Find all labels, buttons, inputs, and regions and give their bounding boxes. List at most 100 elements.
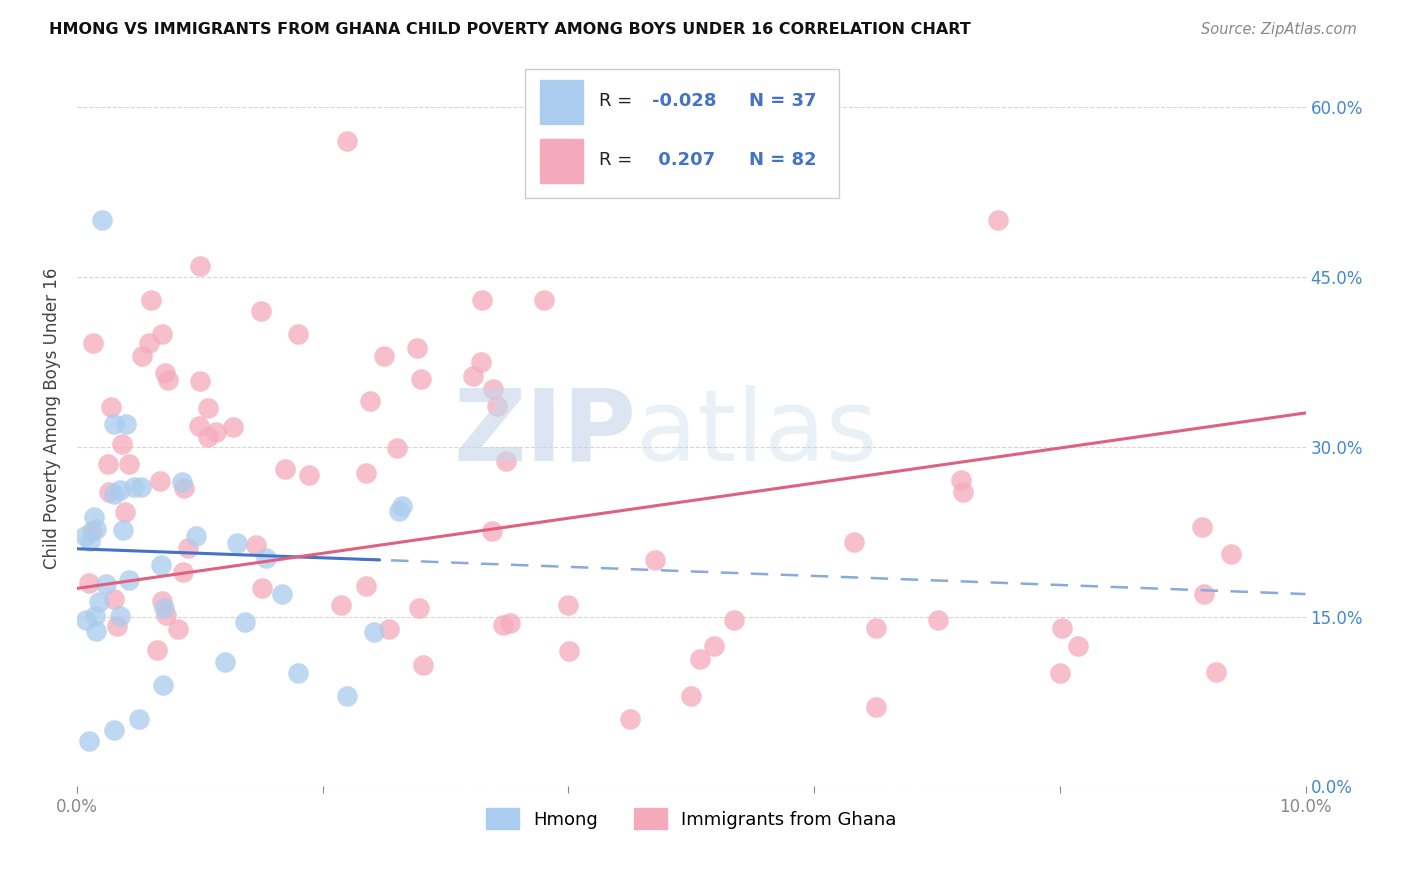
Point <box>90 213 112 227</box>
Point <box>388 504 411 518</box>
Text: N = 82: N = 82 <box>749 152 817 169</box>
Point <box>336 134 359 148</box>
Point <box>114 505 136 519</box>
Point <box>82 524 104 538</box>
Point <box>405 341 427 355</box>
Point <box>287 666 309 681</box>
FancyBboxPatch shape <box>540 139 583 183</box>
Point <box>842 534 865 549</box>
FancyBboxPatch shape <box>540 80 583 124</box>
Text: ZIP: ZIP <box>453 384 636 482</box>
Point <box>557 599 579 613</box>
Point <box>481 524 503 539</box>
Text: 0.207: 0.207 <box>652 152 716 169</box>
Point <box>927 613 949 627</box>
Point <box>105 619 128 633</box>
Point <box>250 581 273 595</box>
Point <box>409 372 432 386</box>
Point <box>103 417 125 432</box>
Point <box>485 399 508 413</box>
Point <box>619 712 641 726</box>
Point <box>86 522 108 536</box>
Point <box>1191 519 1213 533</box>
Text: -0.028: -0.028 <box>652 93 717 111</box>
Point <box>172 565 194 579</box>
Point <box>359 394 381 409</box>
Point <box>139 293 162 307</box>
Point <box>156 373 179 387</box>
Point <box>79 576 101 591</box>
Point <box>97 457 120 471</box>
Text: R =: R = <box>599 93 638 111</box>
Legend: Hmong, Immigrants from Ghana: Hmong, Immigrants from Ghana <box>479 801 904 837</box>
Point <box>689 652 711 666</box>
Point <box>148 475 170 489</box>
Point <box>128 712 150 726</box>
Point <box>129 480 152 494</box>
Point <box>950 474 973 488</box>
Point <box>723 613 745 627</box>
Point <box>111 437 134 451</box>
Point <box>1219 548 1241 562</box>
Point <box>173 481 195 495</box>
Point <box>373 349 395 363</box>
Point <box>83 509 105 524</box>
Point <box>131 349 153 363</box>
Point <box>110 609 132 624</box>
Point <box>155 607 177 622</box>
Point <box>214 655 236 669</box>
Point <box>87 595 110 609</box>
Point <box>84 608 107 623</box>
Point <box>79 734 101 748</box>
Point <box>470 355 492 369</box>
Point <box>118 457 141 471</box>
Point <box>225 536 247 550</box>
Point <box>354 467 377 481</box>
Point <box>155 366 177 380</box>
Point <box>86 624 108 638</box>
Point <box>111 524 134 538</box>
Point <box>336 689 359 703</box>
Point <box>250 304 273 318</box>
Point <box>412 657 434 672</box>
Text: R =: R = <box>599 152 638 169</box>
Point <box>391 499 413 513</box>
Point <box>495 453 517 467</box>
Point <box>233 615 256 629</box>
Point <box>103 487 125 501</box>
Point <box>94 576 117 591</box>
Point <box>378 623 401 637</box>
Text: HMONG VS IMMIGRANTS FROM GHANA CHILD POVERTY AMONG BOYS UNDER 16 CORRELATION CHA: HMONG VS IMMIGRANTS FROM GHANA CHILD POV… <box>49 22 972 37</box>
Point <box>118 574 141 588</box>
Point <box>188 374 211 388</box>
Point <box>197 401 219 416</box>
Point <box>499 615 522 630</box>
Text: N = 37: N = 37 <box>749 93 817 111</box>
Point <box>172 475 194 489</box>
Point <box>385 441 408 455</box>
Point <box>100 400 122 414</box>
Point <box>329 598 352 612</box>
Point <box>558 643 581 657</box>
Point <box>287 326 309 341</box>
Point <box>273 462 295 476</box>
Point <box>79 534 101 549</box>
Point <box>703 639 725 653</box>
Point <box>75 613 97 627</box>
Text: Source: ZipAtlas.com: Source: ZipAtlas.com <box>1201 22 1357 37</box>
Point <box>681 689 703 703</box>
Y-axis label: Child Poverty Among Boys Under 16: Child Poverty Among Boys Under 16 <box>44 268 60 569</box>
Point <box>222 420 245 434</box>
Point <box>103 592 125 607</box>
Point <box>197 430 219 444</box>
Point <box>1205 665 1227 679</box>
Point <box>471 293 494 307</box>
Point <box>533 293 555 307</box>
Point <box>108 483 131 498</box>
Point <box>1050 621 1073 635</box>
Point <box>363 624 385 639</box>
Point <box>98 484 121 499</box>
Point <box>150 594 173 608</box>
Point <box>1067 639 1090 653</box>
Point <box>138 336 160 351</box>
